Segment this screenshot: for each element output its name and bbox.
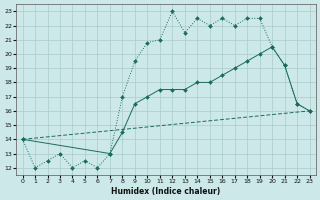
X-axis label: Humidex (Indice chaleur): Humidex (Indice chaleur) <box>111 187 221 196</box>
